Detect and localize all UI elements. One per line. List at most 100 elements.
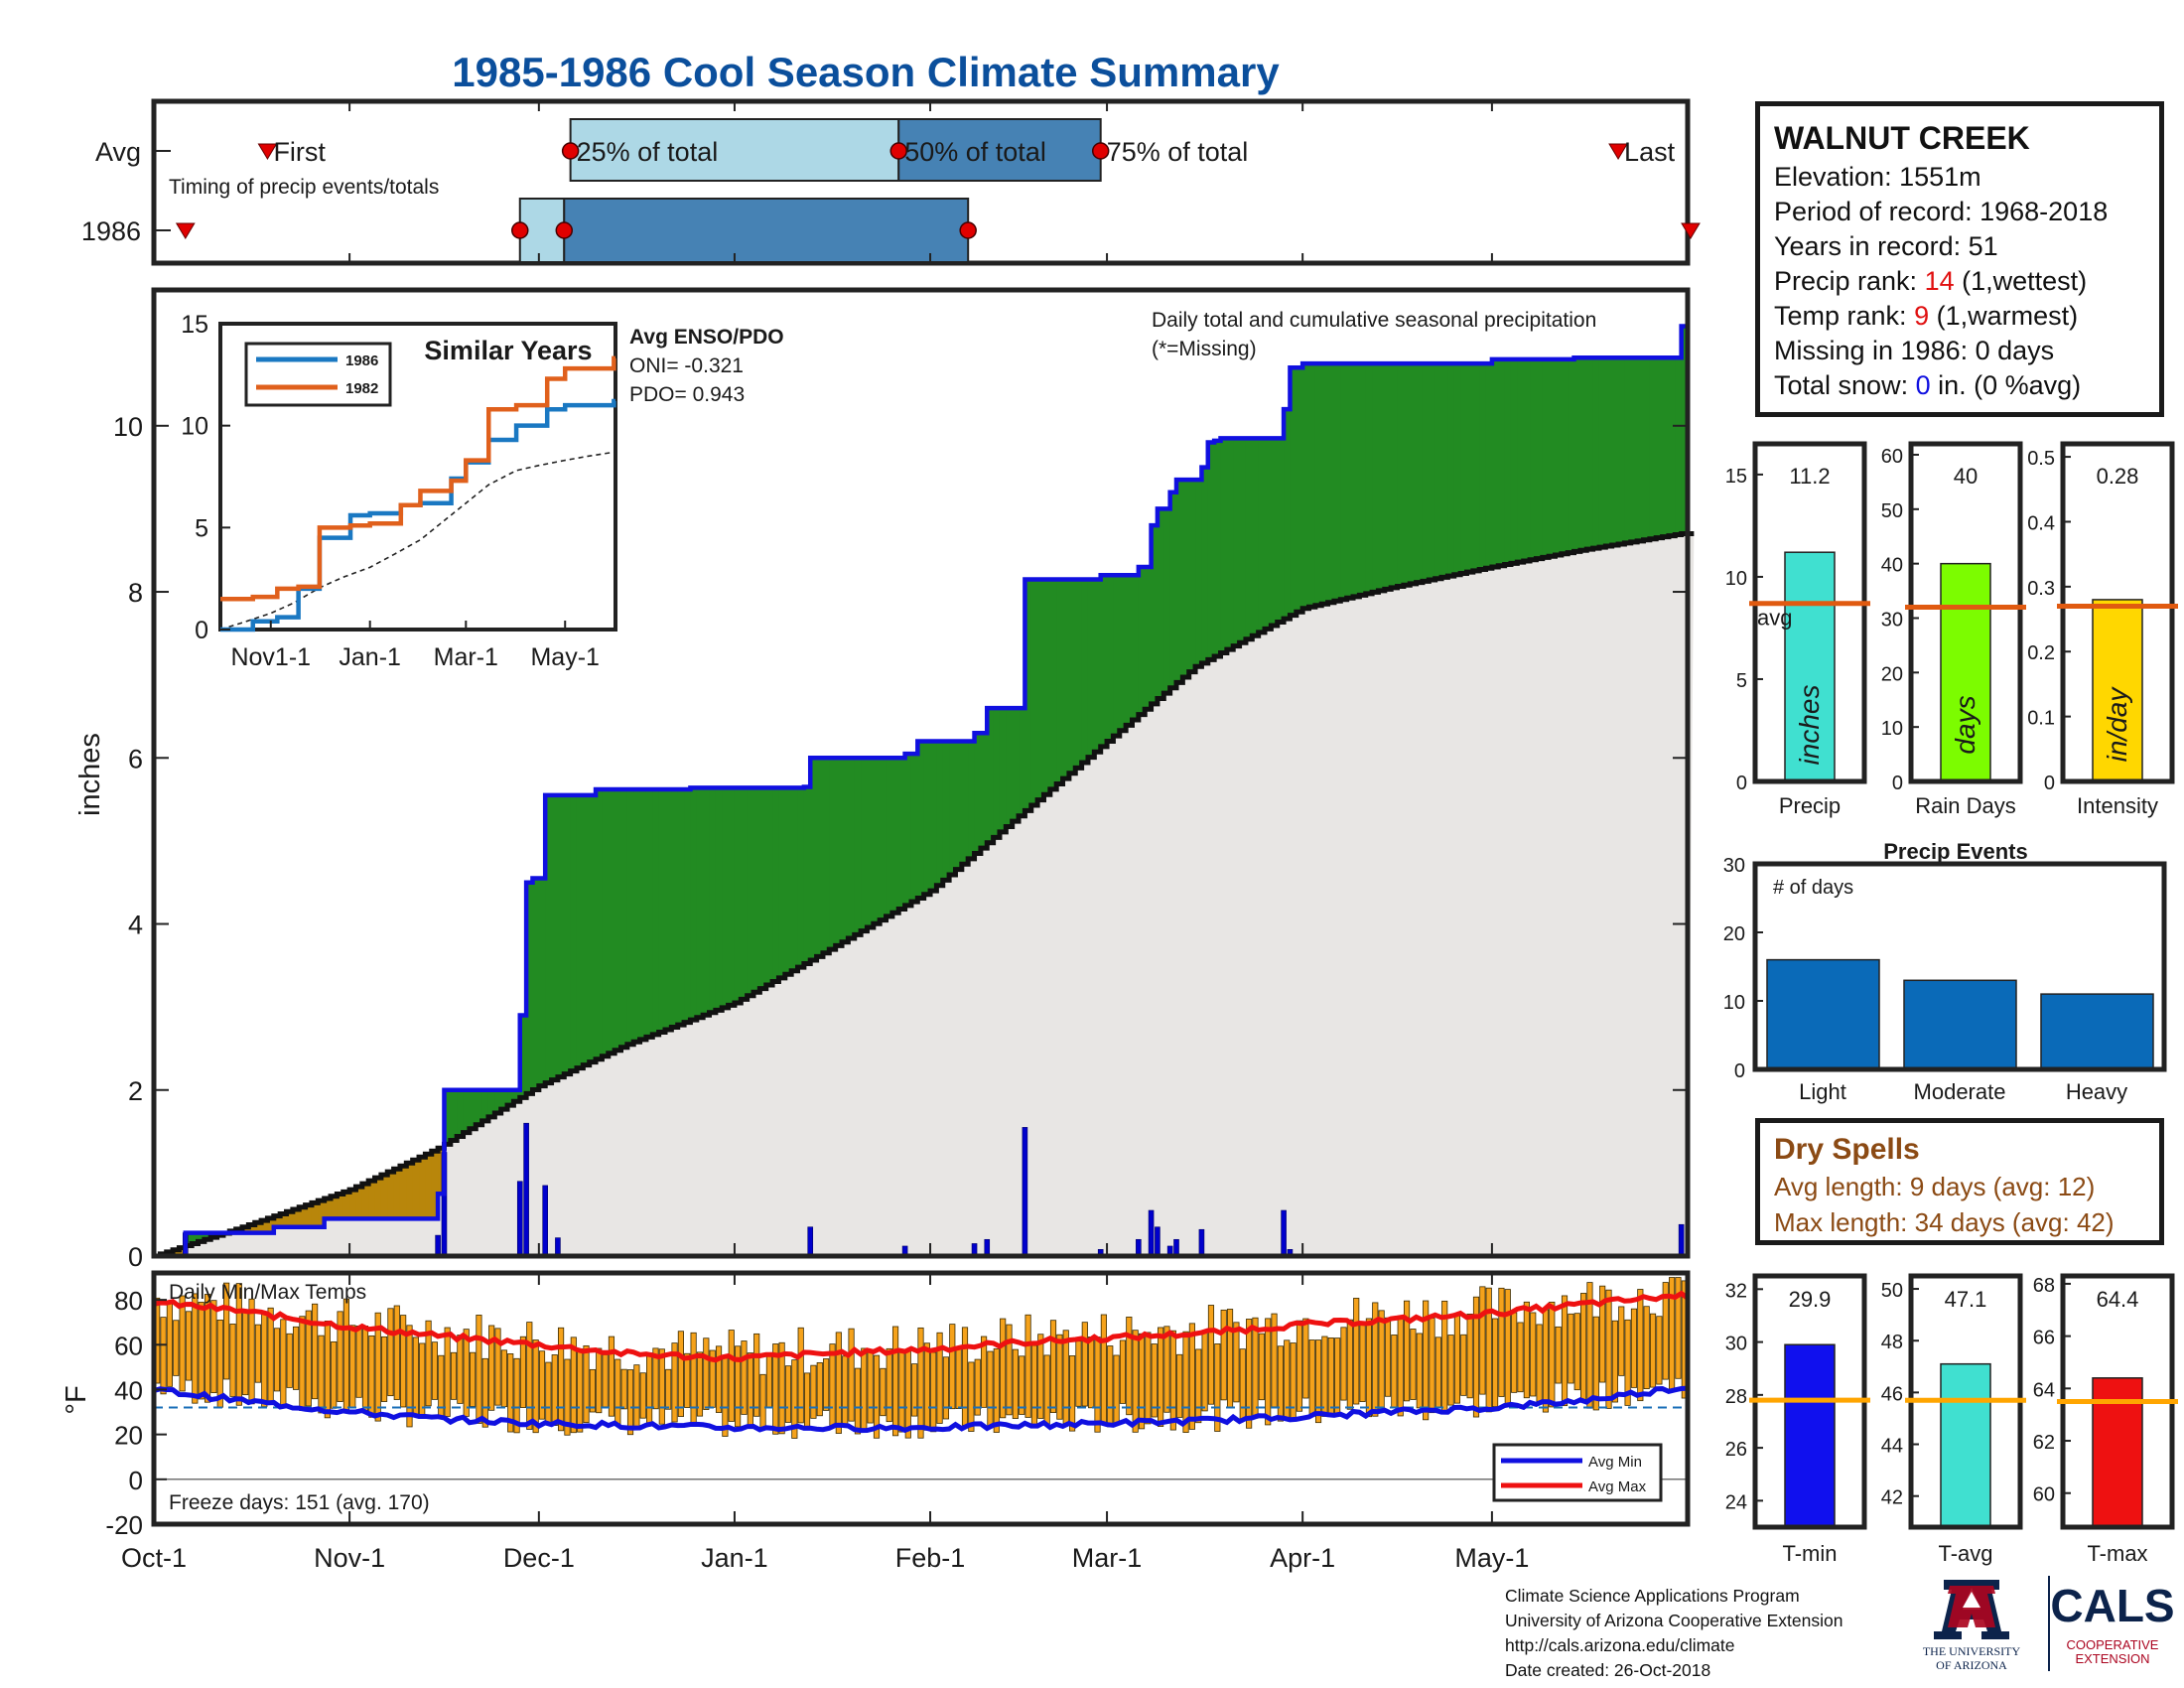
summary-frame-1 <box>1908 441 2023 784</box>
avg-25-label: 25% of total <box>577 137 719 167</box>
daily-temp-bar <box>797 1327 804 1424</box>
above-avg-area-day <box>1359 363 1367 596</box>
daily-temp-bar <box>917 1327 924 1439</box>
summary-label-2: Intensity <box>2077 793 2158 818</box>
temp-panel-title: Daily Min/Max Temps <box>169 1281 366 1304</box>
station-info-box: WALNUT CREEK Elevation: 1551m Period of … <box>1755 101 2164 417</box>
daily-temp-bar <box>299 1316 306 1411</box>
daily-temp-bar <box>1158 1327 1164 1427</box>
temp-summary-ytick-label: 24 <box>1725 1491 1747 1513</box>
timing-subtitle: Timing of precip events/totals <box>169 176 439 199</box>
daily-precip-bar <box>516 1181 523 1257</box>
above-avg-area-day <box>803 786 811 964</box>
daily-temp-bar <box>658 1348 665 1425</box>
temperature-panel: -20 0 20 40 60 80 Oct-1 Nov-1 Dec-1 Jan-1 Feb-1 Mar… <box>61 1270 1691 1573</box>
daily-temp-bar <box>608 1336 615 1417</box>
daily-temp-bar <box>419 1342 426 1417</box>
daily-temp-bar <box>923 1342 930 1431</box>
university-of-arizona-logo: THE UNIVERSITY OF ARIZONA <box>1923 1580 2020 1672</box>
daily-temp-bar <box>1094 1336 1101 1433</box>
summary-ytick-label: 0.5 <box>2027 448 2055 470</box>
daily-precip-bar <box>807 1226 814 1257</box>
above-avg-area-day <box>728 787 736 1006</box>
above-avg-area-day <box>1119 575 1127 731</box>
temp-rank-suffix: (1,warmest) <box>1929 301 2079 331</box>
above-avg-area-day <box>1372 363 1380 593</box>
daily-temp-bar <box>198 1302 205 1400</box>
daily-temp-bar <box>229 1324 236 1397</box>
above-avg-area-day <box>658 789 666 1033</box>
inset-xtick-label: May-1 <box>530 643 599 671</box>
daily-temp-bar <box>160 1317 167 1395</box>
chart-title: 1985-1986 Cool Season Climate Summary <box>452 49 1280 95</box>
daily-temp-bar <box>911 1363 918 1417</box>
above-avg-area-day <box>500 1089 508 1110</box>
below-avg-area-day <box>355 1187 363 1219</box>
below-avg-area-day <box>387 1172 395 1219</box>
temp-summary-ytick-label: 28 <box>1725 1386 1747 1408</box>
inset-ytick-label: 0 <box>195 617 208 644</box>
temp-xtick-label: Feb-1 <box>895 1543 966 1573</box>
daily-temp-bar <box>444 1327 451 1417</box>
above-avg-area-day <box>867 758 875 927</box>
avg-last-marker <box>1608 143 1628 160</box>
inset-series-line-1982 <box>220 355 616 602</box>
event-category-label: Moderate <box>1914 1079 2006 1104</box>
summary-bar-Rain Days <box>1940 562 1991 782</box>
summary-ytick-label: 0.1 <box>2027 708 2055 730</box>
temp-xtick-label: Mar-1 <box>1072 1543 1143 1573</box>
event-bar-Light <box>1766 958 1880 1070</box>
temp-summary-ytick-label: 26 <box>1725 1439 1747 1461</box>
footer-link[interactable]: http://cals.arizona.edu/climate <box>1505 1635 1735 1655</box>
above-avg-area-day <box>999 708 1007 832</box>
above-avg-area-day <box>198 1232 205 1242</box>
daily-temp-bar <box>494 1328 501 1406</box>
above-avg-area-day <box>570 794 578 1071</box>
daily-temp-bar <box>248 1298 255 1405</box>
precip-ytick-label: 0 <box>128 1242 143 1272</box>
above-avg-area-day <box>1019 708 1026 816</box>
daily-temp-bar <box>406 1325 413 1428</box>
above-avg-area-day <box>626 789 634 1045</box>
footer-line-2: University of Arizona Cooperative Extens… <box>1505 1611 1843 1630</box>
daily-temp-bar <box>904 1350 911 1439</box>
daily-temp-bar <box>1498 1287 1505 1397</box>
above-avg-area-day <box>987 708 995 843</box>
daily-temp-bar <box>626 1369 634 1436</box>
daily-temp-bar <box>261 1311 268 1408</box>
daily-temp-bar <box>665 1368 672 1410</box>
daily-temp-bar <box>331 1340 338 1409</box>
daily-temp-bar <box>463 1329 470 1417</box>
daily-temp-bar <box>1252 1317 1259 1419</box>
temp-xtick-label: May-1 <box>1454 1543 1529 1573</box>
above-avg-area-day <box>551 794 559 1080</box>
temp-ytick-label: 0 <box>129 1466 143 1495</box>
daily-temp-bar <box>412 1336 419 1418</box>
daily-temp-bar <box>765 1352 772 1409</box>
below-avg-area-day <box>305 1204 313 1227</box>
below-avg-area-day <box>331 1196 338 1219</box>
above-avg-area-day <box>1220 438 1228 653</box>
daily-temp-bar <box>1088 1336 1095 1409</box>
above-avg-area-day <box>1346 363 1354 599</box>
summary-unit-0: inches <box>1794 685 1825 766</box>
above-avg-area-day <box>961 741 969 865</box>
below-avg-area-day <box>273 1215 281 1227</box>
avg-cumulative-line <box>154 531 1695 1259</box>
summary-value-2: 0.28 <box>2097 464 2139 489</box>
above-avg-area-day <box>1132 575 1140 721</box>
oni-label: ONI= -0.321 <box>629 354 744 377</box>
daily-temp-bar <box>1662 1282 1669 1380</box>
daily-temp-bar <box>1530 1312 1537 1397</box>
daily-temp-bar <box>179 1295 186 1392</box>
above-avg-area-day <box>1239 438 1247 643</box>
above-avg-area-day <box>880 758 887 920</box>
daily-temp-bar <box>1321 1336 1328 1417</box>
daily-temp-bar <box>1314 1339 1322 1424</box>
daily-temp-bar <box>747 1352 753 1426</box>
above-avg-area-day <box>747 787 754 996</box>
daily-temp-bar <box>425 1320 432 1407</box>
above-avg-area-day <box>1024 579 1032 811</box>
daily-precip-bar <box>1136 1238 1142 1257</box>
below-avg-area-day <box>342 1192 350 1219</box>
